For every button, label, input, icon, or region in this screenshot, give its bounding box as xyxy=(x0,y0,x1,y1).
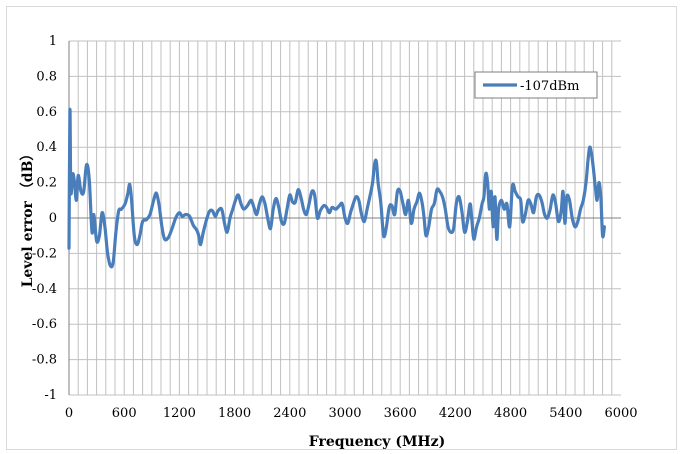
x-tick-label: 6000 xyxy=(604,406,637,421)
y-tick-label: 0.8 xyxy=(36,69,57,84)
line-chart: 1 0.8 0.6 0.4 0.2 0 -0.2 -0.4 -0.6 -0.8 -1 0 600 120… xyxy=(20,34,638,450)
legend: -107dBm xyxy=(474,71,598,99)
series-line xyxy=(67,107,606,269)
x-tick-label: 600 xyxy=(112,406,137,421)
x-tick-label: 0 xyxy=(65,406,73,421)
y-tick-label: 0 xyxy=(49,211,57,226)
x-tick-labels: 0 600 1200 1800 2400 3000 3600 4200 4800 5400 6000 xyxy=(65,406,638,421)
x-tick-label: 1800 xyxy=(218,406,251,421)
x-tick-label: 4800 xyxy=(494,406,527,421)
x-tick-label: 4200 xyxy=(439,406,472,421)
y-tick-label: 0.4 xyxy=(36,140,57,155)
chart-frame: 1 0.8 0.6 0.4 0.2 0 -0.2 -0.4 -0.6 -0.8 -1 0 600 120… xyxy=(6,6,677,450)
y-tick-label: -0.6 xyxy=(32,317,57,332)
y-tick-label: -0.2 xyxy=(32,246,57,261)
legend-label: -107dBm xyxy=(520,79,579,94)
y-tick-label: 0.6 xyxy=(36,105,57,120)
y-tick-label: -0.8 xyxy=(32,353,57,368)
x-tick-label: 3000 xyxy=(328,406,361,421)
series-layer xyxy=(67,107,606,269)
y-tick-label: -1 xyxy=(44,388,57,403)
x-tick-label: 5400 xyxy=(549,406,582,421)
y-tick-label: 1 xyxy=(49,34,57,49)
y-tick-label: -0.4 xyxy=(32,282,57,297)
x-tick-label: 3600 xyxy=(384,406,417,421)
x-tick-label: 1200 xyxy=(163,406,196,421)
x-tick-label: 2400 xyxy=(273,406,306,421)
y-tick-label: 0.2 xyxy=(36,176,57,191)
x-axis-title: Frequency (MHz) xyxy=(309,434,446,450)
y-axis-title: Level error （dB） xyxy=(20,147,36,288)
y-tick-labels: 1 0.8 0.6 0.4 0.2 0 -0.2 -0.4 -0.6 -0.8 -1 xyxy=(32,34,57,403)
